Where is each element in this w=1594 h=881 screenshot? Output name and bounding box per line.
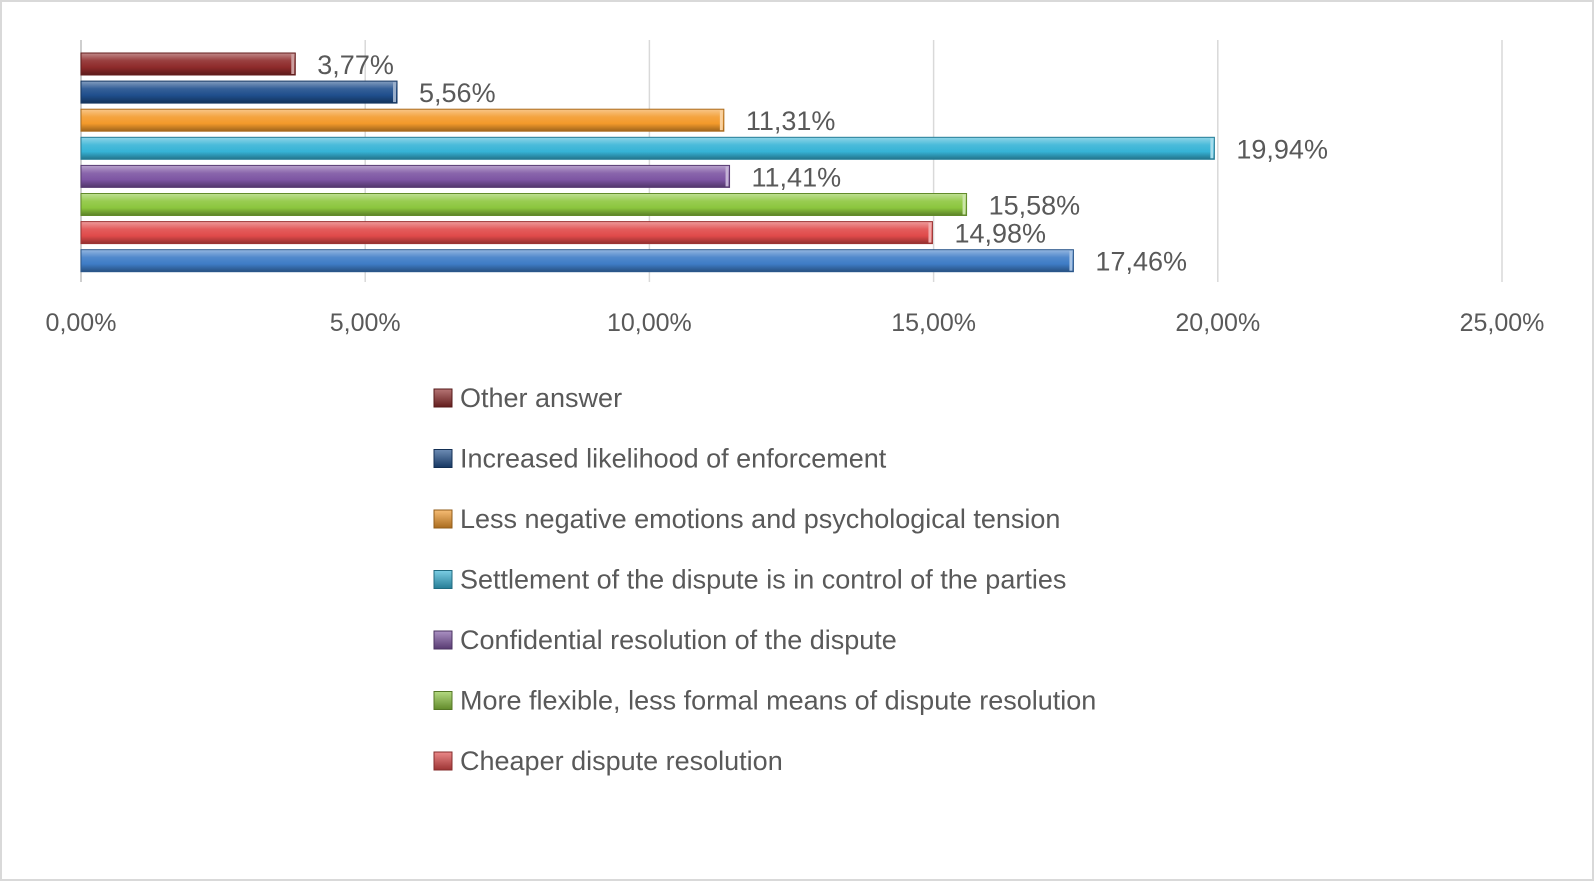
bar-cap [725, 166, 729, 187]
bar [80, 193, 968, 216]
data-labels: 3,77% 5,56% 11,31% 19,94% 11,41% 15,58%14,98%… [317, 50, 1328, 277]
bar-cap [1069, 250, 1073, 271]
x-tick-label: 5,00% [330, 309, 401, 337]
bar [80, 164, 731, 188]
data-label: 14,98% [954, 219, 1046, 249]
bar [80, 108, 725, 132]
bar [80, 221, 933, 245]
bars [80, 52, 1215, 273]
bar-cap [1210, 138, 1214, 159]
bar-cap [393, 82, 397, 103]
legend-swatch [433, 630, 453, 650]
data-label: 19,94% [1236, 134, 1328, 164]
legend-swatch [433, 751, 453, 771]
x-tick-label: 20,00% [1175, 309, 1260, 337]
x-tick-label: 10,00% [607, 309, 692, 337]
data-label: 15,58% [989, 191, 1081, 221]
legend-label: Other answer [460, 383, 622, 413]
gridlines [364, 40, 1503, 282]
legend-label: Cheaper dispute resolution [460, 746, 783, 776]
bar-cap [291, 54, 295, 74]
data-label: 11,31% [746, 106, 836, 136]
bar [80, 52, 296, 76]
legend-label: Settlement of the dispute is in control … [460, 565, 1066, 595]
legend-label: More flexible, less formal means of disp… [460, 686, 1096, 716]
legend-swatch [433, 691, 453, 710]
bar-cap [928, 222, 932, 243]
legend: Other answer Increased likelihood of enfo… [433, 383, 1096, 776]
legend-swatch [433, 509, 453, 529]
legend-label: Less negative emotions and psychological… [460, 504, 1060, 534]
legend-label: Confidential resolution of the dispute [460, 625, 897, 655]
bar [80, 80, 398, 104]
bar [80, 249, 1074, 273]
legend-swatch [433, 570, 453, 589]
x-tick-label: 15,00% [891, 309, 976, 337]
bar [80, 136, 1215, 160]
data-label: 5,56% [419, 78, 496, 108]
legend-swatch [433, 449, 453, 468]
legend-swatch [433, 388, 453, 408]
bar-cap [962, 194, 966, 215]
data-label: 3,77% [317, 50, 394, 80]
data-label: 11,41% [752, 162, 842, 192]
x-tick-label: 25,00% [1460, 309, 1545, 337]
x-axis: 0,00% 5,00% 10,00% 15,00% 20,00% 25,00% [46, 40, 1545, 337]
bar-cap [719, 110, 723, 131]
legend-label: Increased likelihood of enforcement [460, 444, 887, 474]
x-tick-label: 0,00% [46, 309, 117, 337]
data-label: 17,46% [1095, 247, 1187, 277]
